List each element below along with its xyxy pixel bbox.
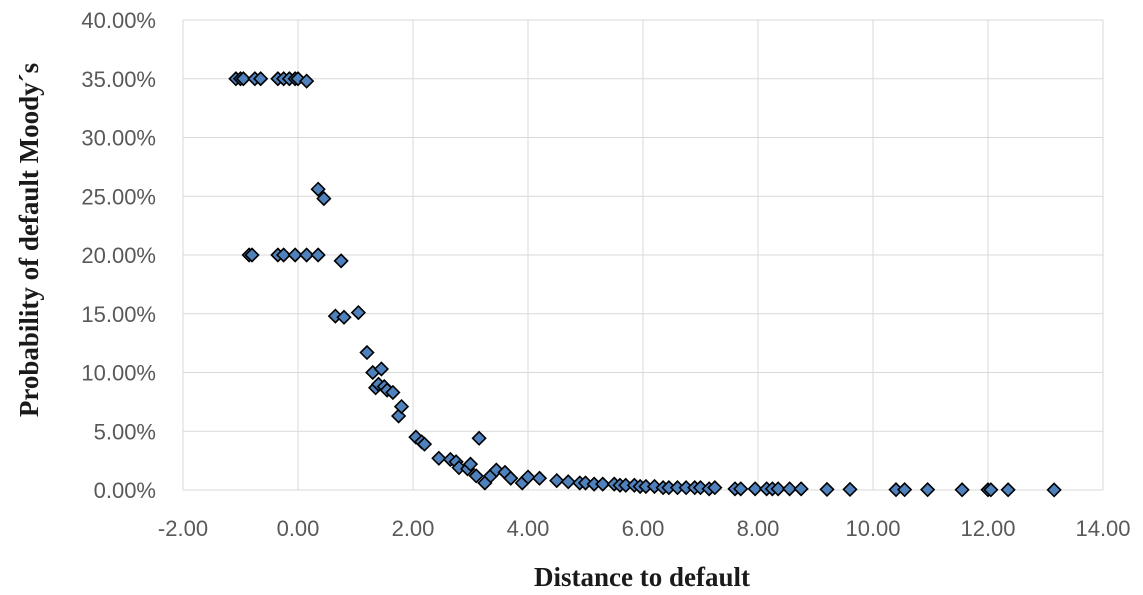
x-axis-title: Distance to default [534,562,750,592]
data-point [1000,482,1016,498]
y-tick-label: 35.00% [81,67,156,92]
data-point [919,482,936,498]
y-tick-label: 5.00% [94,419,156,444]
data-point [549,472,565,489]
data-point [431,450,447,466]
data-point [781,481,798,497]
data-point [275,247,292,263]
data-point [954,482,970,498]
x-tick-label: 14.00 [1075,516,1130,541]
data-point [359,344,375,361]
y-tick-label: 20.00% [81,243,156,268]
y-tick-label: 30.00% [81,126,156,151]
y-tick-label: 10.00% [81,361,156,386]
x-axis-tick-labels: -2.00 0.00 2.00 4.00 6.00 8.00 10.00 12.00 14.00 [158,516,1131,541]
data-point [819,481,835,498]
data-point [503,470,519,486]
data-point [336,309,352,325]
data-point [235,71,252,87]
data-point [287,247,303,263]
data-point [793,481,809,497]
data-point [983,482,999,498]
data-point [252,71,269,87]
data-point [462,456,479,472]
x-tick-label: 10.00 [845,516,900,541]
data-point [298,73,315,89]
gridlines [182,19,1104,491]
data-point [471,430,487,446]
data-point [310,181,326,197]
data-point [333,253,349,269]
y-axis-title: Probability of default Moody´s [14,63,44,417]
data-point [595,476,611,492]
data-point [393,398,410,415]
data-point [747,481,763,497]
y-tick-label: 40.00% [81,8,156,33]
data-point [373,361,390,377]
y-axis-tick-labels: 0.00% 5.00% 10.00% 15.00% 20.00% 25.00% 30.00%… [81,8,156,503]
data-point [520,469,536,485]
x-tick-label: 8.00 [737,516,780,541]
x-tick-label: 12.00 [960,516,1015,541]
x-tick-label: 6.00 [622,516,665,541]
data-point [350,304,367,321]
data-point [896,482,913,498]
data-point [244,247,260,263]
data-point [416,436,433,452]
data-point [770,481,786,497]
y-tick-label: 25.00% [81,184,156,209]
data-point [842,481,858,498]
data-point [531,470,548,486]
data-point [1046,482,1062,498]
data-points [228,71,1062,498]
data-point [707,480,723,496]
data-point [298,247,315,263]
data-point [316,190,332,207]
data-point [468,468,484,484]
y-tick-label: 15.00% [81,302,156,327]
y-tick-label: 0.00% [94,478,156,503]
x-tick-label: 4.00 [507,516,550,541]
x-tick-label: 0.00 [277,516,320,541]
data-point [310,247,326,263]
data-point [733,481,749,497]
data-point [560,474,576,490]
x-tick-label: 2.00 [392,516,435,541]
x-tick-label: -2.00 [158,516,208,541]
data-point [385,384,401,401]
